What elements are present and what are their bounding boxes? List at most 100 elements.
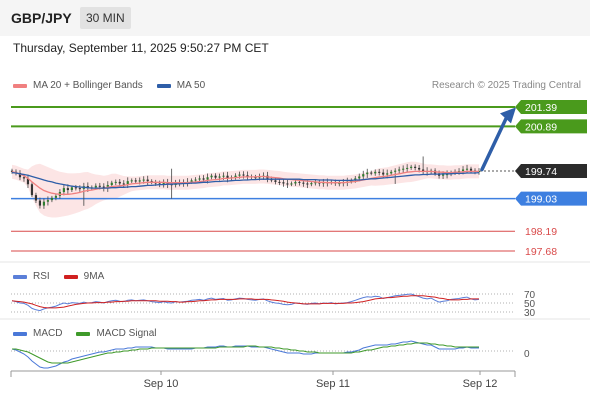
candle-body xyxy=(406,167,409,169)
candle-body xyxy=(74,187,77,189)
macd-legend: MACD MACD Signal xyxy=(13,328,156,339)
candle-body xyxy=(46,200,50,202)
candle-body xyxy=(38,200,42,206)
bollinger-band-area xyxy=(12,161,479,218)
candle-body xyxy=(102,186,105,189)
level-label: 199.74 xyxy=(525,166,557,178)
ma20-swatch xyxy=(13,83,27,88)
level-tag-support xyxy=(515,191,587,206)
rsi-swatch xyxy=(13,274,27,279)
instrument-header: GBP/JPY 30 MIN xyxy=(0,0,590,36)
candle-body xyxy=(22,177,26,179)
ma50-legend-label: MA 50 xyxy=(176,80,206,91)
candle-body xyxy=(218,176,221,178)
candle-body xyxy=(126,181,129,185)
forecast-arrow-shaft xyxy=(480,112,510,172)
symbol-title: GBP/JPY xyxy=(11,10,72,26)
moving-averages xyxy=(11,170,480,195)
candle-body xyxy=(410,166,413,168)
level-label: 197.68 xyxy=(525,246,557,258)
candle-body xyxy=(190,180,193,182)
candle-body xyxy=(34,195,38,201)
candle-body xyxy=(198,178,201,180)
timeframe-button[interactable]: 30 MIN xyxy=(80,7,131,29)
macd-legend-label: MACD xyxy=(33,328,63,339)
candle-body xyxy=(202,178,205,180)
candle-body xyxy=(26,178,30,185)
macd-panel: 0 xyxy=(0,318,590,369)
candle-body xyxy=(310,183,313,185)
ma20-line xyxy=(11,170,479,195)
candle-body xyxy=(382,172,385,175)
candle-body xyxy=(94,185,97,188)
bollinger-band xyxy=(12,161,479,218)
candle-body xyxy=(10,170,14,172)
candle-body xyxy=(238,174,241,176)
candle-body xyxy=(18,172,22,178)
candle-body xyxy=(42,201,46,206)
time-axis-label: Sep 12 xyxy=(463,378,498,390)
candle-body xyxy=(274,180,277,182)
rsi-legend-label: RSI xyxy=(33,271,50,282)
macd-signal-legend-label: MACD Signal xyxy=(96,328,157,339)
candle-body xyxy=(206,177,209,180)
candle-body xyxy=(394,170,397,172)
candle-body xyxy=(414,166,417,168)
research-credit: Research © 2025 Trading Central xyxy=(431,80,581,91)
candle-body xyxy=(210,175,213,178)
rsi-level-label: 70 xyxy=(524,290,536,301)
candle-body xyxy=(142,179,145,181)
candle-body xyxy=(54,195,57,198)
candle-body xyxy=(222,175,225,177)
candle-body xyxy=(338,183,341,185)
rsi-ma-legend-label: 9MA xyxy=(83,271,105,282)
candle-body xyxy=(282,182,285,184)
candle-body xyxy=(106,185,109,189)
candle-body xyxy=(386,173,389,175)
level-label: 200.89 xyxy=(525,121,557,133)
candle-body xyxy=(146,179,149,182)
time-axis: Sep 10 Sep 11 Sep 12 xyxy=(10,370,516,390)
rsi-legend: RSI 9MA xyxy=(13,271,104,282)
candle-body xyxy=(118,181,121,184)
candle-body xyxy=(246,175,249,177)
candle-body xyxy=(294,181,297,184)
forecast-arrow xyxy=(480,107,516,172)
candle-body xyxy=(362,174,365,177)
candle-body xyxy=(469,168,473,171)
candle-body xyxy=(302,182,305,184)
candle-body xyxy=(66,188,69,191)
price-legend: MA 20 + Bollinger Bands MA 50 xyxy=(13,80,205,91)
time-axis-label: Sep 10 xyxy=(144,378,179,390)
rsi-ma-line xyxy=(11,295,479,309)
candle-body xyxy=(290,183,293,185)
candle-body xyxy=(390,171,393,174)
chart-datetime: Thursday, September 11, 2025 9:50:27 PM … xyxy=(13,41,269,55)
candle-body xyxy=(194,179,197,181)
candle-body xyxy=(242,174,245,176)
level-tag-resistance xyxy=(515,100,587,114)
candle-body xyxy=(298,181,301,183)
candle-body xyxy=(30,184,34,196)
candle-body xyxy=(306,183,309,185)
candle-body xyxy=(70,187,73,191)
candle-body xyxy=(254,177,257,179)
candle-body xyxy=(445,174,449,176)
candle-body xyxy=(398,169,401,171)
candle-body xyxy=(418,167,421,170)
candle-body xyxy=(461,169,465,172)
macd-swatch xyxy=(13,331,27,336)
ma20-legend-label: MA 20 + Bollinger Bands xyxy=(33,80,143,91)
macd-line xyxy=(11,340,479,369)
candle-body xyxy=(366,172,369,175)
candle-body xyxy=(314,182,317,184)
level-label: 201.39 xyxy=(525,102,557,114)
candle-body xyxy=(286,183,289,185)
level-label: 199.03 xyxy=(525,194,557,206)
candle-body xyxy=(162,182,165,185)
candle-body xyxy=(422,169,425,172)
candle-body xyxy=(110,182,113,186)
level-tag-last xyxy=(515,164,587,179)
rsi-level-label: 50 xyxy=(524,299,536,310)
